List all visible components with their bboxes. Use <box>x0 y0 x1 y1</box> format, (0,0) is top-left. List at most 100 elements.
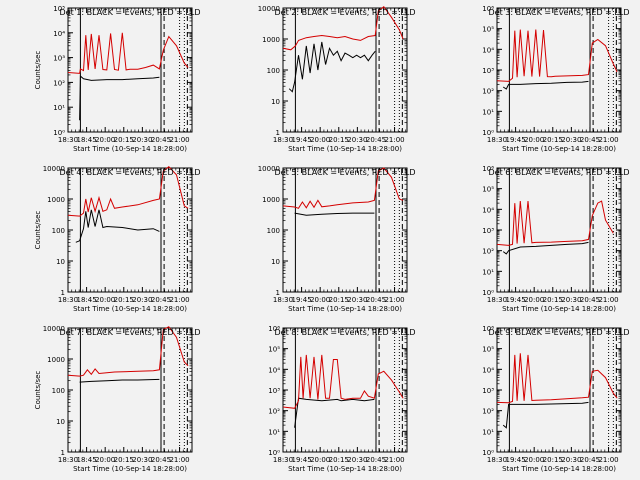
x-tick-label: 20:45 <box>151 136 171 144</box>
x-tick-label: 18:45 <box>76 456 96 464</box>
y-tick-label: 10² <box>482 88 494 96</box>
detector-panel-2: 1 10 100 1000 10000 18:3019:4520:0020:1520:30… <box>258 5 416 153</box>
x-tick-label: 20:30 <box>347 136 367 144</box>
y-tick-label: 10³ <box>53 55 65 63</box>
x-tick-label: 20:15 <box>543 296 563 304</box>
y-tick-label: 10¹ <box>482 428 494 436</box>
x-tick-label: 20:15 <box>329 456 349 464</box>
y-tick-label: 10³ <box>482 227 494 235</box>
x-tick-label: 21:00 <box>384 296 404 304</box>
x-axis-label: Start Time (10-Sep-14 18:28:00) <box>73 465 187 473</box>
x-tick-label: 20:15 <box>329 296 349 304</box>
x-axis-label: Start Time (10-Sep-14 18:28:00) <box>502 465 616 473</box>
y-tick-label: 1 <box>61 289 65 297</box>
x-tick-label: 20:45 <box>580 456 600 464</box>
y-tick-label: 10⁴ <box>482 46 494 54</box>
x-tick-label: 20:00 <box>95 296 115 304</box>
series-lld-line <box>282 167 404 209</box>
y-tick-label: 10⁰ <box>268 449 280 457</box>
y-tick-label: 1 <box>276 289 280 297</box>
y-tick-label: 10¹ <box>482 108 494 116</box>
x-tick-label: 18:45 <box>76 136 96 144</box>
x-tick-label: 20:45 <box>151 456 171 464</box>
x-tick-label: 20:45 <box>366 136 386 144</box>
x-axis-label: Start Time (10-Sep-14 18:28:00) <box>288 465 402 473</box>
plot-frame <box>67 167 193 293</box>
x-tick-label: 19:45 <box>505 136 525 144</box>
y-tick-label: 10⁰ <box>482 449 494 457</box>
y-axis-label: Counts/sec <box>34 51 42 90</box>
y-tick-label: 10⁶ <box>482 325 494 333</box>
x-tick-label: 19:45 <box>505 456 525 464</box>
y-axis-label: Counts/sec <box>34 371 42 410</box>
detector-panel-9: 10⁰ 10¹ 10² 10³ 10⁴ 10⁵ 10⁶ 18:3019:4520:0020:1… <box>482 325 629 473</box>
x-tick-label: 18:30 <box>487 296 507 304</box>
panel-title: Det 4: BLACK = Events, RED = LLD <box>60 168 201 177</box>
y-tick-label: 10⁵ <box>482 26 494 34</box>
y-tick-label: 10³ <box>268 387 280 395</box>
y-tick-label: 10⁰ <box>53 129 65 137</box>
x-tick-label: 19:45 <box>291 456 311 464</box>
y-tick-label: 10⁶ <box>268 325 280 333</box>
series-events-line <box>294 212 375 216</box>
x-tick-label: 20:30 <box>132 136 152 144</box>
x-tick-label: 20:15 <box>329 136 349 144</box>
y-tick-label: 1000 <box>262 36 280 44</box>
x-tick-label: 21:00 <box>169 456 189 464</box>
x-tick-label: 20:45 <box>366 296 386 304</box>
series-events-line <box>79 75 160 121</box>
y-tick-label: 10⁰ <box>482 129 494 137</box>
x-tick-label: 20:00 <box>524 136 544 144</box>
y-tick-label: 1 <box>276 129 280 137</box>
x-tick-label: 19:45 <box>291 136 311 144</box>
series-events-line <box>79 378 160 383</box>
x-axis-label: Start Time (10-Sep-14 18:28:00) <box>73 305 187 313</box>
y-tick-label: 10 <box>56 418 65 426</box>
series-events-line <box>288 41 376 93</box>
y-tick-label: 10000 <box>43 325 65 333</box>
x-tick-label: 18:30 <box>273 296 293 304</box>
y-tick-label: 10⁵ <box>482 346 494 354</box>
x-tick-label: 20:00 <box>524 296 544 304</box>
panel-title: Det 6: BLACK = Events, RED = LLD <box>489 168 630 177</box>
y-tick-label: 10 <box>56 258 65 266</box>
y-tick-label: 10² <box>482 248 494 256</box>
x-tick-label: 20:15 <box>114 136 134 144</box>
y-tick-label: 10² <box>482 408 494 416</box>
x-tick-label: 21:00 <box>169 296 189 304</box>
x-axis-label: Start Time (10-Sep-14 18:28:00) <box>73 145 187 153</box>
panel-title: Det 8: BLACK = Events, RED = LLD <box>275 328 416 337</box>
y-tick-label: 10¹ <box>268 428 280 436</box>
panel-title: Det 5: BLACK = Events, RED = LLD <box>275 168 416 177</box>
panel-title: Det 3: BLACK = Events, RED = LLD <box>489 8 630 17</box>
detector-panel-5: 1 10 100 1000 10000 18:3019:4520:0020:1520:30… <box>258 165 416 313</box>
y-tick-label: 10⁶ <box>482 5 494 13</box>
x-tick-label: 20:00 <box>95 456 115 464</box>
x-tick-label: 18:30 <box>273 456 293 464</box>
x-tick-label: 18:30 <box>58 456 78 464</box>
y-tick-label: 100 <box>52 387 65 395</box>
x-tick-label: 20:00 <box>310 136 330 144</box>
series-lld-line <box>67 326 189 377</box>
y-tick-label: 10⁴ <box>482 206 494 214</box>
x-tick-label: 18:30 <box>58 136 78 144</box>
plot-frame <box>496 327 622 453</box>
detector-panel-8: 10⁰ 10¹ 10² 10³ 10⁴ 10⁵ 10⁶ 18:3019:4520:0020:1… <box>268 325 415 473</box>
x-axis-label: Start Time (10-Sep-14 18:28:00) <box>288 305 402 313</box>
x-tick-label: 20:45 <box>580 296 600 304</box>
x-tick-label: 20:00 <box>524 456 544 464</box>
x-tick-label: 20:30 <box>132 456 152 464</box>
x-tick-label: 20:00 <box>310 456 330 464</box>
y-tick-label: 1000 <box>47 196 65 204</box>
x-tick-label: 18:30 <box>58 296 78 304</box>
plot-frame <box>282 327 408 453</box>
x-tick-label: 18:45 <box>76 296 96 304</box>
y-axis-label: Counts/sec <box>34 211 42 250</box>
y-tick-label: 1000 <box>262 196 280 204</box>
x-tick-label: 18:30 <box>273 136 293 144</box>
y-tick-label: 1 <box>61 449 65 457</box>
y-tick-label: 10 <box>271 98 280 106</box>
x-tick-label: 21:00 <box>598 296 618 304</box>
x-tick-label: 21:00 <box>384 136 404 144</box>
